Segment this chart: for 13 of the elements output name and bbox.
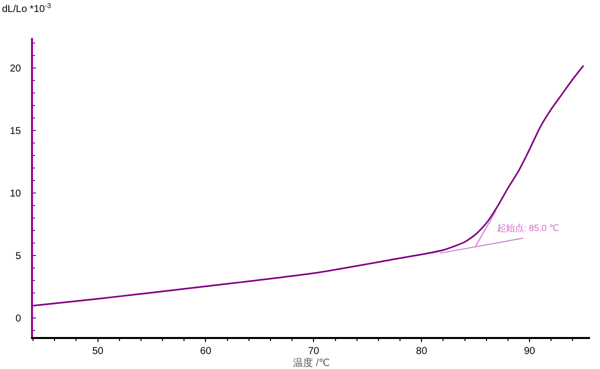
x-tick-label: 90	[524, 346, 536, 357]
y-tick-label: 0	[15, 314, 22, 325]
x-tick-label: 50	[92, 346, 104, 357]
y-axis-title: dL/Lo *10$^{-3}$	[2, 3, 52, 16]
x-tick-label: 70	[308, 346, 320, 357]
x-tick-label: 60	[200, 346, 212, 357]
annotation: 起始点: 85.0 ℃	[497, 223, 560, 233]
y-tick-label: 15	[10, 126, 22, 138]
x-tick-label: 80	[416, 346, 428, 357]
y-tick-label: 20	[10, 64, 22, 75]
y-tick-label: 5	[15, 251, 22, 262]
y-tick-label: 10	[10, 188, 22, 200]
x-axis-title: 温度 /℃	[293, 357, 330, 369]
